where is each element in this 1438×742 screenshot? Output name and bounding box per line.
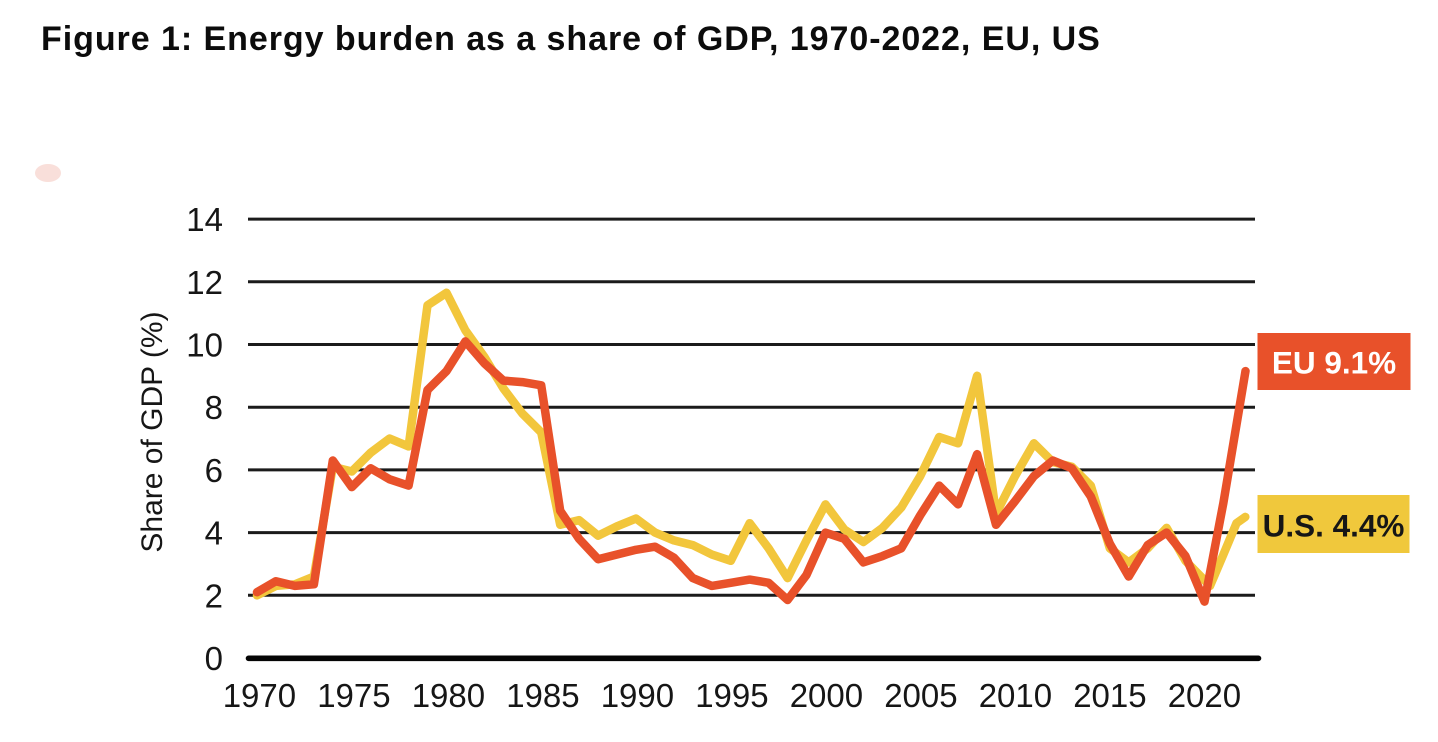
svg-text:8: 8	[205, 389, 223, 426]
svg-text:U.S. 4.4%: U.S. 4.4%	[1263, 508, 1405, 544]
svg-text:10: 10	[186, 327, 223, 364]
svg-text:2: 2	[205, 577, 223, 614]
svg-text:EU 9.1%: EU 9.1%	[1272, 345, 1396, 381]
svg-text:12: 12	[186, 264, 223, 301]
svg-text:4: 4	[205, 515, 223, 552]
svg-text:1990: 1990	[601, 677, 674, 714]
svg-text:1985: 1985	[506, 677, 579, 714]
svg-text:1975: 1975	[317, 677, 390, 714]
svg-text:14: 14	[186, 201, 223, 238]
svg-text:0: 0	[205, 640, 223, 677]
svg-text:Share of GDP (%): Share of GDP (%)	[136, 311, 169, 552]
svg-text:1995: 1995	[695, 677, 768, 714]
svg-text:1980: 1980	[412, 677, 485, 714]
svg-text:2000: 2000	[790, 677, 863, 714]
svg-text:2005: 2005	[884, 677, 957, 714]
svg-text:1970: 1970	[223, 677, 296, 714]
svg-text:2015: 2015	[1073, 677, 1146, 714]
svg-text:2020: 2020	[1168, 677, 1241, 714]
svg-text:6: 6	[205, 452, 223, 489]
svg-text:Figure 1: Energy burden as a s: Figure 1: Energy burden as a share of GD…	[41, 20, 1101, 58]
svg-text:2010: 2010	[979, 677, 1052, 714]
